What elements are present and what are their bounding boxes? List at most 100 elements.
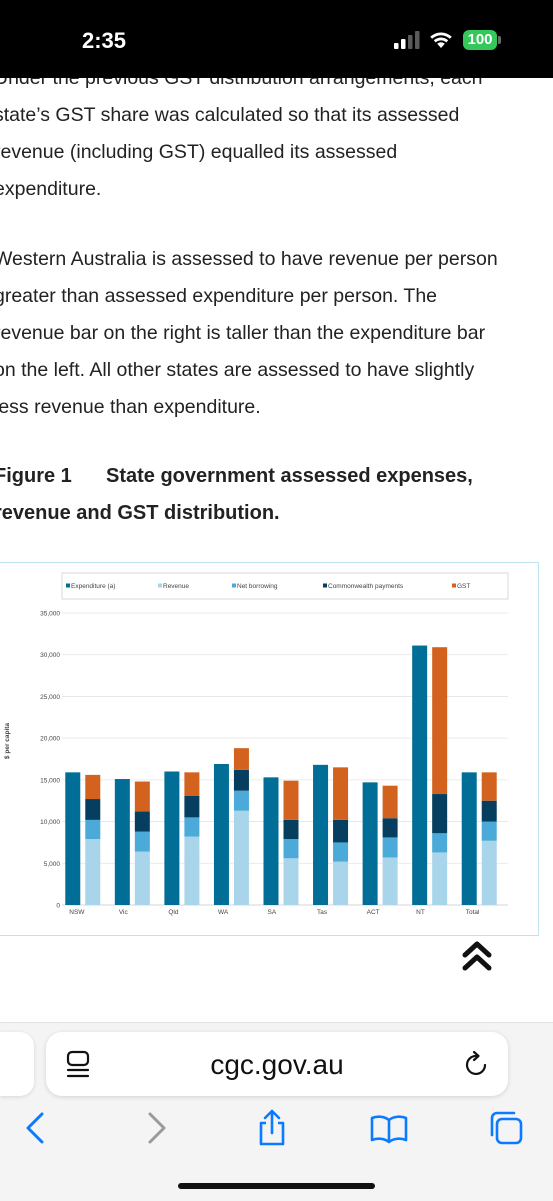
bar-segment (283, 839, 299, 859)
text-line: revenue bar on the right is taller than … (0, 322, 486, 344)
share-icon[interactable] (252, 1108, 292, 1148)
bar-segment (134, 831, 150, 852)
bar-segment (481, 772, 497, 801)
text-line: less revenue than expenditure. (0, 396, 261, 418)
x-tick-label: Tas (317, 909, 328, 916)
tabs-icon[interactable] (486, 1108, 526, 1148)
text-line: on the left. All other states are assess… (0, 359, 475, 381)
text-line: expenditure. (0, 178, 102, 200)
text-line: state’s GST share was calculated so that… (0, 104, 460, 126)
bookmarks-icon[interactable] (369, 1108, 409, 1148)
bar-segment (333, 767, 349, 820)
battery-indicator: 100 (463, 30, 497, 50)
y-tick-label: 35,000 (40, 611, 60, 618)
address-url[interactable]: cgc.gov.au (210, 1049, 344, 1080)
x-tick-label: Vic (119, 909, 129, 916)
x-tick-label: Qld (168, 909, 179, 916)
bar-segment (432, 852, 448, 905)
figure-title: Figure 1 State government assessed expens… (0, 458, 473, 532)
bar-segment (432, 647, 448, 795)
battery-tip (498, 36, 501, 44)
bar-segment (85, 774, 101, 800)
bar-segment (85, 819, 101, 840)
back-icon[interactable] (16, 1108, 56, 1148)
y-tick-label: 30,000 (40, 652, 60, 659)
y-tick-label: 10,000 (40, 819, 60, 826)
legend-label: Expenditure (a) (71, 583, 115, 590)
bar-segment (382, 785, 398, 819)
y-tick-label: 0 (56, 903, 60, 910)
bar-segment (481, 821, 497, 841)
legend-label: Revenue (163, 583, 189, 590)
bar-segment (382, 818, 398, 838)
bar-segment (213, 764, 229, 905)
bar-segment (362, 782, 378, 905)
legend-label: GST (457, 583, 470, 590)
bar-segment (382, 837, 398, 858)
bar-segment (283, 819, 299, 840)
bar-segment (412, 645, 428, 905)
bar-segment (85, 799, 101, 820)
legend-box (61, 572, 509, 600)
figure-label: Figure 1 (0, 465, 72, 487)
legend-swatch (158, 583, 162, 588)
bar-segment (184, 795, 200, 818)
legend-swatch (66, 583, 70, 588)
bar-segment (333, 819, 349, 843)
x-tick-label: Total (466, 909, 480, 916)
bar-segment (481, 800, 497, 822)
x-tick-label: SA (268, 909, 277, 916)
x-tick-label: NT (416, 909, 425, 916)
status-bar: 2:35 100 (0, 0, 553, 78)
bar-segment (85, 839, 101, 905)
cellular-signal-icon (394, 31, 420, 49)
forward-icon[interactable] (136, 1108, 176, 1148)
text-line: Western Australia is assessed to have re… (0, 248, 498, 270)
legend-label: Commonwealth payments (328, 583, 404, 590)
page-menu-icon[interactable] (64, 1050, 92, 1080)
figure-title-line2: revenue and GST distribution. (0, 502, 280, 524)
bar-segment (481, 840, 497, 905)
x-tick-label: NSW (69, 909, 85, 916)
previous-tab-peek[interactable] (0, 1032, 34, 1096)
bar-segment (461, 772, 477, 905)
bar-segment (432, 833, 448, 853)
bar-segment (184, 817, 200, 837)
bar-segment (134, 851, 150, 905)
y-tick-label: 20,000 (40, 736, 60, 743)
legend-swatch (452, 583, 456, 588)
y-axis-label: $ per capita (4, 723, 11, 760)
bar-segment (134, 811, 150, 832)
bar-segment (283, 780, 299, 820)
bar-segment (184, 772, 200, 796)
status-time: 2:35 (82, 28, 127, 53)
paragraph-gst-arrangements: Under the previous GST distribution arra… (0, 60, 482, 208)
scroll-to-top-icon[interactable] (462, 938, 492, 974)
bar-segment (134, 781, 150, 812)
home-indicator (178, 1183, 375, 1189)
wifi-icon (430, 32, 452, 48)
bar-segment (184, 836, 200, 905)
text-line: revenue (including GST) equalled its ass… (0, 141, 398, 163)
legend-swatch (232, 583, 236, 588)
x-tick-label: WA (218, 909, 229, 916)
bar-segment (283, 858, 299, 905)
reload-icon[interactable] (464, 1050, 490, 1078)
y-tick-label: 5,000 (44, 861, 61, 868)
bar-segment (382, 857, 398, 905)
bar-segment (233, 748, 249, 770)
text-line: greater than assessed expenditure per pe… (0, 285, 438, 307)
bar-segment (233, 810, 249, 905)
bar-segment (164, 771, 180, 905)
figure-title-line1: State government assessed expenses, (106, 465, 473, 487)
legend-label: Net borrowing (237, 583, 278, 590)
chart-svg: Expenditure (a) Revenue Net borrowing Commo… (4, 572, 509, 916)
bar-segment (313, 764, 329, 905)
bar-segment (432, 794, 448, 834)
legend-swatch (323, 583, 327, 588)
bar-segment (333, 842, 349, 862)
bar-segment (333, 861, 349, 905)
address-bar[interactable]: cgc.gov.au (46, 1032, 508, 1096)
bar-segment (263, 777, 279, 905)
bar-segment (114, 779, 130, 905)
